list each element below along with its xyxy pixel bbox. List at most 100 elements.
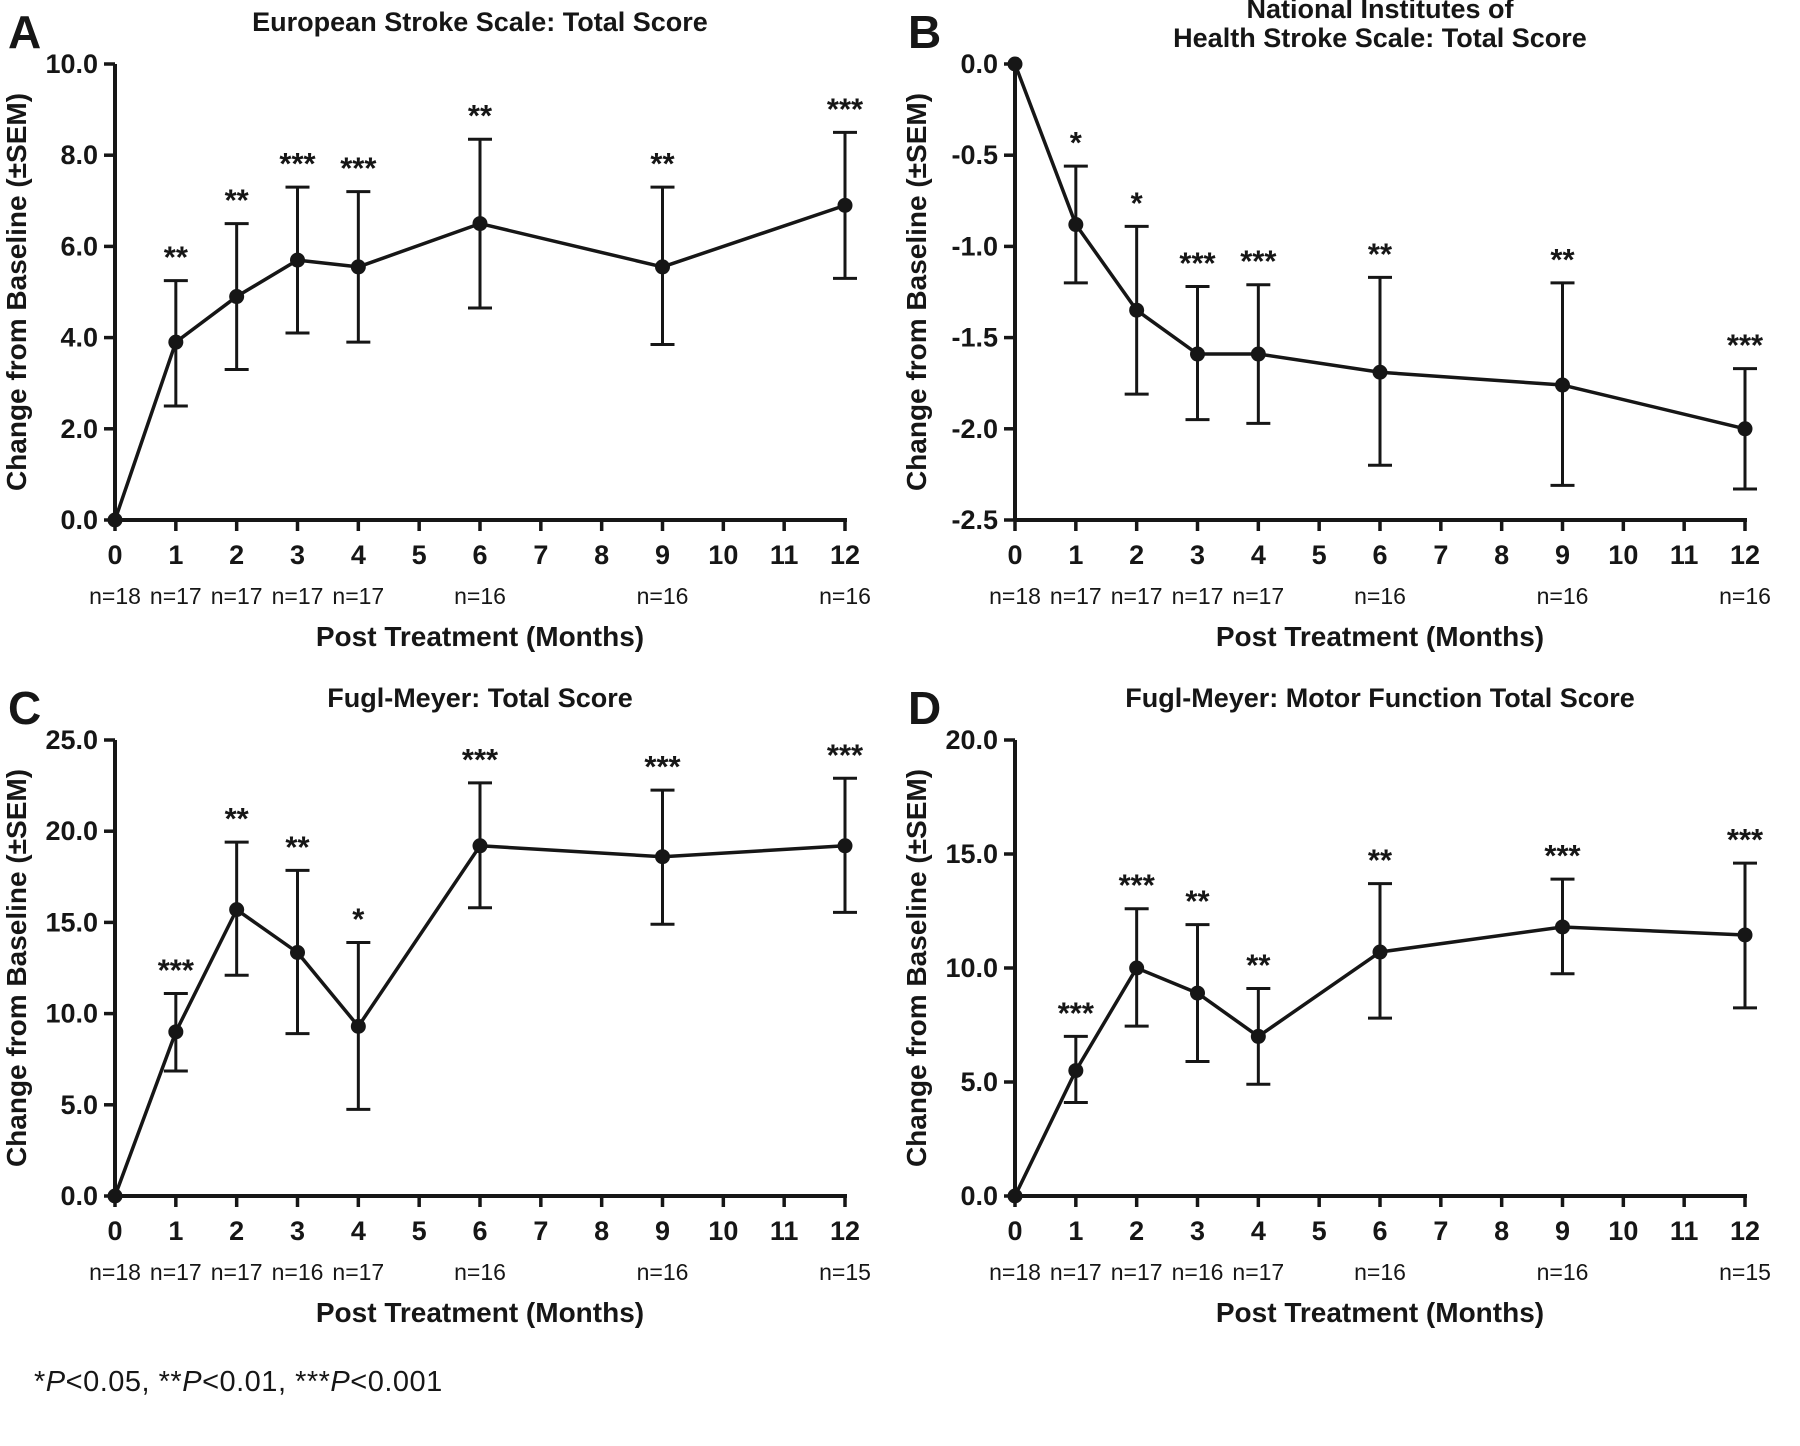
sig-marker: **: [1550, 242, 1575, 277]
data-point: [1007, 56, 1023, 72]
n-label: n=18: [89, 1259, 141, 1285]
x-tick-label: 12: [830, 540, 860, 570]
x-tick-label: 3: [290, 1216, 305, 1246]
x-tick-label: 8: [594, 540, 609, 570]
x-tick-label: 4: [1251, 540, 1266, 570]
x-tick-label: 9: [655, 540, 670, 570]
sig-marker: *: [1131, 185, 1144, 220]
x-tick-label: 2: [229, 1216, 244, 1246]
x-tick-label: 10: [708, 540, 738, 570]
n-label: n=16: [637, 1259, 689, 1285]
n-label: n=16: [454, 583, 506, 609]
x-tick-label: 4: [1251, 1216, 1266, 1246]
x-tick-label: 2: [229, 540, 244, 570]
data-point: [1555, 377, 1570, 393]
x-tick-label: 12: [830, 1216, 860, 1246]
x-tick-label: 0: [1007, 540, 1022, 570]
data-point: [350, 1018, 366, 1034]
x-tick-label: 9: [1555, 1216, 1570, 1246]
n-label: n=17: [332, 1259, 384, 1285]
data-point: [1250, 346, 1266, 362]
data-point: [107, 512, 123, 528]
n-label: n=16: [454, 1259, 506, 1285]
footnote-segment: P: [182, 1366, 203, 1398]
x-tick-label: 7: [1433, 1216, 1448, 1246]
x-tick-label: 10: [1608, 540, 1638, 570]
y-tick-label: 10.0: [45, 49, 98, 79]
data-point: [107, 1188, 123, 1204]
x-tick-label: 5: [412, 540, 427, 570]
n-label: n=18: [89, 583, 141, 609]
y-tick-label: 0.0: [960, 1181, 998, 1211]
chart-title: European Stroke Scale: Total Score: [252, 7, 708, 37]
n-label: n=16: [1354, 583, 1406, 609]
data-line: [113, 203, 846, 521]
n-label: n=17: [332, 583, 384, 609]
sig-marker: ***: [1727, 328, 1764, 363]
y-tick-label: 5.0: [60, 1090, 98, 1120]
x-tick-label: 5: [412, 1216, 427, 1246]
footnote-segment: **: [158, 1366, 183, 1398]
n-label: n=16: [1172, 1259, 1224, 1285]
sig-marker: ***: [644, 749, 681, 784]
chart-svg-D: D Fugl-Meyer: Motor Function Total Score 0…: [901, 682, 1771, 1328]
sig-marker: *: [352, 901, 365, 936]
n-label: n=17: [211, 1259, 263, 1285]
x-tick-label: 3: [290, 540, 305, 570]
x-tick-label: 11: [770, 1216, 799, 1246]
x-tick-label: 6: [472, 540, 487, 570]
n-label: n=17: [1172, 583, 1224, 609]
chart-panel-D: D Fugl-Meyer: Motor Function Total Score 0…: [900, 676, 1800, 1352]
sig-marker: ***: [827, 91, 864, 126]
x-tick-label: 1: [1068, 540, 1083, 570]
significance-footnote: *P<0.05, **P<0.01, ***P<0.001: [0, 1352, 1800, 1399]
n-label: n=16: [1537, 1259, 1589, 1285]
y-axis-label: Change from Baseline (±SEM): [1, 93, 32, 491]
n-label: n=17: [272, 583, 324, 609]
n-label: n=17: [150, 1259, 202, 1285]
data-line: [113, 844, 846, 1197]
n-label: n=16: [1537, 583, 1589, 609]
data-point: [1737, 421, 1753, 437]
sig-marker: **: [164, 240, 189, 275]
x-tick-label: 5: [1312, 540, 1327, 570]
sig-marker: *: [1070, 125, 1083, 160]
sig-marker: ***: [158, 953, 195, 988]
footnote-segment: ***: [295, 1366, 331, 1398]
n-label: n=16: [1719, 583, 1771, 609]
n-label: n=17: [1050, 1259, 1102, 1285]
y-tick-label: -1.0: [951, 231, 998, 261]
footnote-segment: <0.01,: [202, 1366, 296, 1398]
y-tick-label: -2.0: [951, 414, 998, 444]
y-tick-label: 8.0: [60, 140, 98, 170]
data-point: [1250, 1028, 1266, 1044]
sig-marker: ***: [1179, 246, 1216, 281]
sig-marker: **: [1368, 236, 1393, 271]
data-point: [350, 259, 366, 275]
y-tick-label: 4.0: [60, 323, 98, 353]
y-tick-label: -2.5: [951, 505, 998, 535]
data-point: [472, 216, 488, 232]
n-label: n=17: [1111, 1259, 1163, 1285]
y-tick-label: -1.5: [951, 323, 998, 353]
x-axis-label: Post Treatment (Months): [1216, 621, 1544, 652]
x-tick-label: 9: [1555, 540, 1570, 570]
chart-title: National Institutes of: [1246, 0, 1514, 24]
data-point: [1068, 217, 1084, 233]
n-label: n=17: [211, 583, 263, 609]
n-label: n=17: [1111, 583, 1163, 609]
y-tick-label: 15.0: [945, 839, 998, 869]
x-tick-label: 2: [1129, 540, 1144, 570]
x-tick-label: 7: [533, 1216, 548, 1246]
chart-panel-A: A European Stroke Scale: Total Score 0.0 2.…: [0, 0, 900, 676]
sig-marker: **: [1368, 843, 1393, 878]
sig-marker: ***: [1727, 822, 1764, 857]
chart-panel-B: B National Institutes of Health Stroke Sca…: [900, 0, 1800, 676]
data-point: [168, 334, 184, 350]
x-tick-label: 6: [1372, 540, 1387, 570]
sig-marker: ***: [1544, 838, 1581, 873]
n-label: n=17: [1232, 583, 1284, 609]
data-point: [1190, 346, 1205, 362]
sig-marker: **: [225, 183, 250, 218]
chart-title: Fugl-Meyer: Motor Function Total Score: [1125, 683, 1635, 713]
